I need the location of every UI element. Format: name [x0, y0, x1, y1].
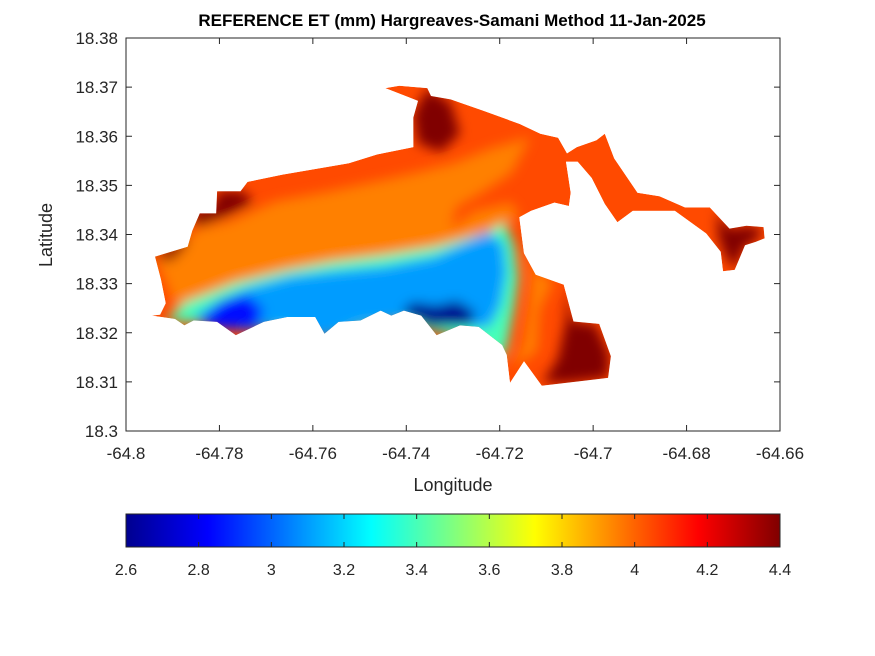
- x-tick-label: -64.7: [574, 444, 613, 463]
- contour-region-4: [511, 248, 554, 369]
- contour-region-10: [716, 210, 764, 270]
- colorbar-tick-label: 3.6: [478, 562, 500, 579]
- y-tick-label: 18.37: [75, 78, 118, 97]
- colorbar-tick-label: 4.2: [696, 562, 718, 579]
- colorbar-tick-label: 2.6: [115, 562, 137, 579]
- colorbar-tick-label: 4.4: [769, 562, 791, 579]
- colorbar-tick-label: 4: [630, 562, 639, 579]
- et-surface: [151, 85, 765, 386]
- x-axis-ticks: -64.8 -64.78 -64.76 -64.74 -64.72 -64.7 -64.68…: [107, 38, 804, 463]
- colorbar-tick-label: 3.2: [333, 562, 355, 579]
- x-tick-label: -64.74: [382, 444, 430, 463]
- contour-region-5: [155, 137, 531, 306]
- y-axis-ticks: 18.3 18.31 18.32 18.33 18.34 18.35 18.36 18.37 1…: [75, 29, 780, 441]
- y-tick-label: 18.3: [85, 422, 118, 441]
- colorbar-tick-label: 3: [267, 562, 276, 579]
- contour-region-6: [413, 88, 460, 152]
- x-tick-label: -64.66: [756, 444, 804, 463]
- y-tick-label: 18.33: [75, 275, 118, 294]
- y-tick-label: 18.36: [75, 127, 118, 146]
- y-tick-label: 18.34: [75, 226, 118, 245]
- y-tick-label: 18.38: [75, 29, 118, 48]
- x-tick-label: -64.8: [107, 444, 146, 463]
- chart-title: REFERENCE ET (mm) Hargreaves-Samani Meth…: [198, 11, 705, 30]
- colorbar-tick-label: 3.8: [551, 562, 573, 579]
- y-tick-label: 18.35: [75, 176, 118, 195]
- y-axis-label: Latitude: [36, 203, 56, 267]
- colorbar-ticks: 2.6 2.8 3 3.2 3.4 3.6 3.8 4 4.2 4.4: [115, 514, 791, 579]
- y-tick-label: 18.32: [75, 324, 118, 343]
- colorbar: [125, 513, 781, 548]
- x-tick-label: -64.68: [662, 444, 710, 463]
- colorbar-tick-label: 3.4: [406, 562, 428, 579]
- contour-region-2: [198, 294, 264, 329]
- x-axis-label: Longitude: [413, 475, 492, 495]
- contour-region-7: [187, 191, 254, 228]
- x-tick-label: -64.76: [289, 444, 337, 463]
- contour-region-9: [542, 287, 610, 383]
- x-tick-label: -64.72: [476, 444, 524, 463]
- colorbar-tick-label: 2.8: [188, 562, 210, 579]
- y-tick-label: 18.31: [75, 373, 118, 392]
- x-tick-label: -64.78: [195, 444, 243, 463]
